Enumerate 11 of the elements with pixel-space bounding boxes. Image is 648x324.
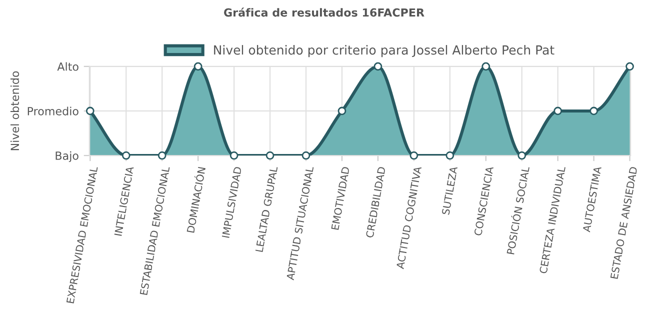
- legend-label: Nivel obtenido por criterio para Jossel Alberto Pech Pat: [214, 45, 554, 58]
- text: Promedio: [28, 106, 78, 116]
- text: Bajo: [56, 151, 78, 162]
- y-axis-title: Nivel obtenido: [10, 71, 20, 150]
- x-tick-label: ACTITUD COGNITIVA: [396, 166, 422, 270]
- x-tick-label: POSICIÓN SOCIAL: [504, 166, 530, 254]
- x-tick-label: LEALTAD GRUPAL: [255, 166, 278, 252]
- x-tick-label: SUTILEZA: [442, 166, 458, 215]
- chart-title: Gráfica de resultados 16FACPER: [224, 8, 424, 17]
- text: Alto: [57, 62, 78, 71]
- x-tick-label: ESTADO DE ANSIEDAD: [610, 166, 638, 279]
